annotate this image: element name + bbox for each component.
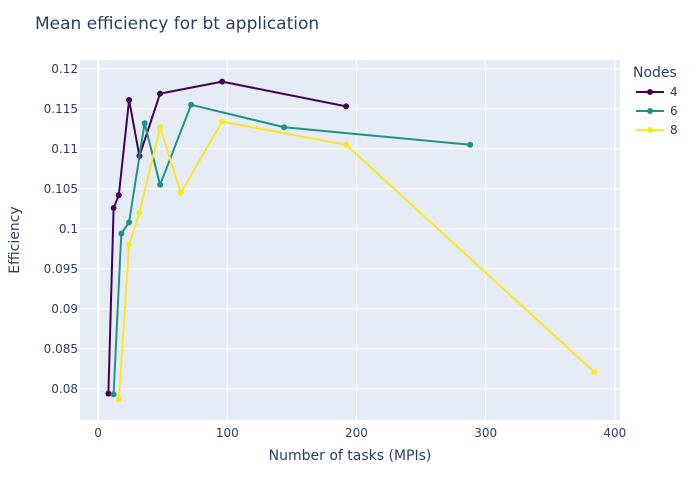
y-tick-label: 0.095 <box>44 262 78 276</box>
data-point[interactable] <box>343 103 350 110</box>
data-point[interactable] <box>157 90 164 97</box>
y-axis-title: Efficiency <box>7 206 23 273</box>
legend-label: 8 <box>670 123 678 137</box>
y-tick-label: 0.085 <box>44 342 78 356</box>
legend-item-4[interactable]: 4 <box>636 85 678 99</box>
data-point[interactable] <box>110 205 117 211</box>
legend-label: 6 <box>670 104 678 118</box>
legend-marker-swatch <box>647 127 653 133</box>
data-point[interactable] <box>118 230 125 237</box>
data-point[interactable] <box>591 369 598 375</box>
data-point[interactable] <box>157 124 164 131</box>
data-point[interactable] <box>110 391 117 398</box>
y-tick-label: 0.1 <box>59 222 78 236</box>
data-point[interactable] <box>467 141 474 148</box>
y-tick-label: 0.115 <box>44 102 78 116</box>
data-point[interactable] <box>115 192 122 199</box>
series-line <box>117 120 595 400</box>
data-point[interactable] <box>281 124 288 131</box>
legend[interactable]: Nodes 4 6 8 <box>633 65 678 137</box>
x-tick-label: 400 <box>603 426 626 440</box>
data-point[interactable] <box>126 241 133 248</box>
y-tick-label: 0.11 <box>51 142 78 156</box>
x-tick-label: 0 <box>94 426 102 440</box>
data-point[interactable] <box>126 219 133 226</box>
x-tick-label: 300 <box>474 426 497 440</box>
plot-area <box>80 60 620 420</box>
legend-title: Nodes <box>633 65 677 81</box>
data-point[interactable] <box>177 189 184 196</box>
data-point[interactable] <box>141 120 148 127</box>
y-tick-label: 0.09 <box>51 302 78 316</box>
x-tick-label: 100 <box>216 426 239 440</box>
series-layer <box>105 78 598 403</box>
series-6[interactable] <box>110 101 474 398</box>
legend-marker-swatch <box>647 108 653 114</box>
x-axis-title: Number of tasks (MPIs) <box>269 448 432 464</box>
legend-label: 4 <box>670 85 678 99</box>
data-point[interactable] <box>219 78 226 85</box>
legend-item-8[interactable]: 8 <box>636 123 678 137</box>
series-8[interactable] <box>115 118 598 403</box>
data-point[interactable] <box>105 390 112 397</box>
data-point[interactable] <box>115 396 122 403</box>
data-point[interactable] <box>343 141 350 148</box>
data-point[interactable] <box>126 97 133 103</box>
x-tick-label: 200 <box>345 426 368 440</box>
data-point[interactable] <box>157 181 164 188</box>
grid-lines <box>80 60 620 420</box>
data-point[interactable] <box>219 118 226 125</box>
data-point[interactable] <box>136 209 143 216</box>
y-tick-label: 0.105 <box>44 182 78 196</box>
y-tick-label: 0.12 <box>51 62 78 76</box>
chart-title: Mean efficiency for bt application <box>35 14 319 34</box>
tick-labels: 0 100 200 300 400 0.08 0.085 0.09 0.095 0.1 0.105 0… <box>44 62 627 440</box>
y-tick-label: 0.08 <box>51 382 78 396</box>
legend-marker-swatch <box>647 89 653 95</box>
legend-item-6[interactable]: 6 <box>636 104 678 118</box>
data-point[interactable] <box>188 101 195 108</box>
